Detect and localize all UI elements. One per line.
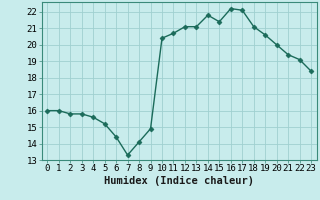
X-axis label: Humidex (Indice chaleur): Humidex (Indice chaleur) [104, 176, 254, 186]
